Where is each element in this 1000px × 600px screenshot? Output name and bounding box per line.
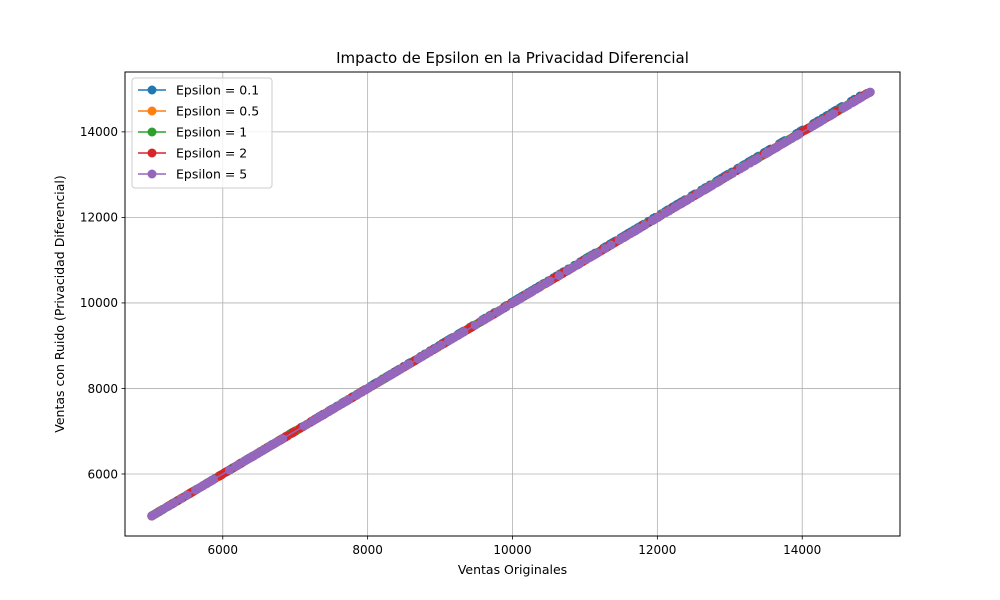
data-point xyxy=(750,155,760,165)
x-tick-label: 8000 xyxy=(352,543,383,557)
data-point xyxy=(202,479,212,489)
data-point xyxy=(739,162,749,172)
data-point xyxy=(514,294,524,304)
x-axis-title: Ventas Originales xyxy=(458,562,567,577)
legend-item: Epsilon = 0.1 xyxy=(138,83,259,98)
series-group xyxy=(147,87,875,521)
data-point xyxy=(572,260,582,270)
data-point xyxy=(325,406,335,416)
data-point xyxy=(782,136,792,146)
data-point xyxy=(364,383,374,393)
data-point xyxy=(246,452,256,462)
legend-label: Epsilon = 0.1 xyxy=(176,83,259,98)
legend-label: Epsilon = 2 xyxy=(176,146,247,161)
legend-marker xyxy=(147,106,157,116)
y-tick-label: 12000 xyxy=(80,211,118,225)
data-point xyxy=(706,181,716,191)
legend-marker xyxy=(147,127,157,137)
y-tick-label: 10000 xyxy=(80,296,118,310)
legend-label: Epsilon = 1 xyxy=(176,125,247,140)
series-4 xyxy=(147,87,875,521)
data-point xyxy=(424,347,434,357)
data-point xyxy=(238,457,248,467)
data-point xyxy=(677,198,687,208)
data-point xyxy=(266,441,276,451)
legend-item: Epsilon = 2 xyxy=(138,146,247,161)
data-point xyxy=(562,266,572,276)
y-tick-label: 8000 xyxy=(87,382,118,396)
data-point xyxy=(164,500,174,510)
data-point xyxy=(341,396,351,406)
y-axis-title: Ventas con Ruido (Privacidad Diferencial… xyxy=(52,175,67,432)
y-tick-label: 6000 xyxy=(87,467,118,481)
y-tick-label: 14000 xyxy=(80,125,118,139)
legend-marker xyxy=(147,169,157,179)
data-point xyxy=(312,414,322,424)
legend-item: Epsilon = 0.5 xyxy=(138,104,259,119)
data-point xyxy=(554,271,564,281)
chart-title: Impacto de Epsilon en la Privacidad Dife… xyxy=(336,49,689,67)
data-point xyxy=(728,168,738,178)
legend-marker xyxy=(147,85,157,95)
x-tick-label: 14000 xyxy=(783,543,821,557)
data-point xyxy=(194,483,204,493)
data-point xyxy=(664,206,674,216)
data-point xyxy=(826,110,836,120)
data-point xyxy=(393,366,403,376)
data-point xyxy=(714,176,724,186)
legend-marker xyxy=(147,148,157,158)
data-point xyxy=(470,320,480,330)
data-point xyxy=(302,419,312,429)
data-point xyxy=(458,327,468,337)
data-point xyxy=(865,87,875,97)
data-point xyxy=(384,371,394,381)
legend-item: Epsilon = 5 xyxy=(138,167,247,182)
data-point xyxy=(444,336,454,346)
data-point xyxy=(811,119,821,129)
data-point xyxy=(762,148,772,158)
data-point xyxy=(619,233,629,243)
data-point xyxy=(480,314,490,324)
x-tick-label: 12000 xyxy=(638,543,676,557)
axis-ticks: 6000 8000 10000 12000 14000 6000 8000 10000 1200… xyxy=(80,125,822,557)
data-point xyxy=(589,250,599,260)
data-point xyxy=(373,378,383,388)
x-tick-label: 10000 xyxy=(493,543,531,557)
data-point xyxy=(840,102,850,112)
data-point xyxy=(771,143,781,153)
legend-item: Epsilon = 1 xyxy=(138,125,247,140)
legend-label: Epsilon = 0.5 xyxy=(176,104,259,119)
x-tick-label: 6000 xyxy=(208,543,239,557)
data-point xyxy=(540,279,550,289)
data-point xyxy=(848,98,858,108)
data-point xyxy=(818,115,828,125)
legend-label: Epsilon = 5 xyxy=(176,167,247,182)
data-point xyxy=(415,353,425,363)
data-point xyxy=(147,511,157,521)
data-point xyxy=(600,244,610,254)
data-point xyxy=(353,390,363,400)
data-point xyxy=(492,307,502,317)
data-point xyxy=(527,286,537,296)
legend-box xyxy=(131,77,273,189)
data-point xyxy=(653,212,663,222)
data-point xyxy=(436,340,446,350)
legend: Epsilon = 0.1 Epsilon = 0.5 Epsilon = 1 Eps… xyxy=(131,77,273,189)
data-point xyxy=(626,229,636,239)
data-point xyxy=(792,130,802,140)
data-point xyxy=(182,490,192,500)
data-point xyxy=(231,461,241,471)
data-point xyxy=(402,360,412,370)
